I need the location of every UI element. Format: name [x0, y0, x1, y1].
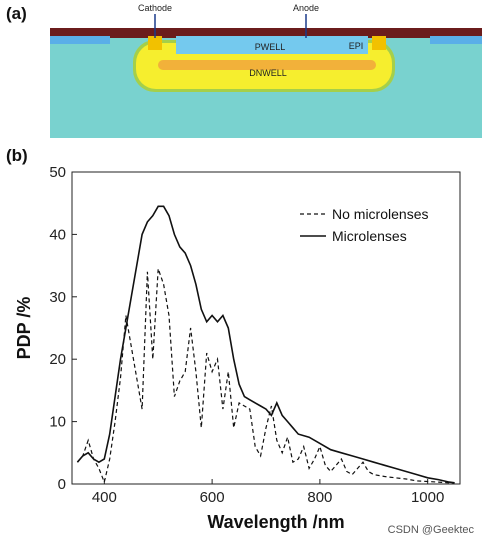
pwell-region: [176, 36, 368, 54]
dnwell-label: DNWELL: [249, 68, 287, 78]
x-tick-label: 1000: [411, 489, 444, 506]
dnwell-core: [158, 60, 376, 70]
y-tick-label: 30: [49, 289, 66, 306]
legend-box: [296, 200, 444, 248]
cathode-contact-left: [148, 36, 162, 50]
x-tick-label: 400: [92, 489, 117, 506]
cathode-label: Cathode: [138, 3, 172, 13]
series-line-2: [76, 205, 455, 484]
y-tick-label: 40: [49, 226, 66, 243]
y-tick-label: 0: [58, 476, 66, 493]
y-tick-label: 50: [49, 164, 66, 181]
series-layer: [76, 205, 455, 485]
watermark: CSDN @Geektec: [387, 524, 474, 536]
y-tick-label: 20: [49, 351, 66, 368]
plot-axes: 400 600 800 1000 0 10 20 30 40 50 Wavelength /nm PD…: [14, 164, 461, 532]
legend-label-2: Microlenses: [332, 228, 407, 244]
left-isolation: [50, 36, 110, 44]
legend: No microlenses Microlenses: [296, 200, 444, 248]
epi-label: EPI: [349, 41, 364, 51]
plot-frame: [71, 171, 461, 485]
right-isolation: [430, 36, 482, 44]
y-tick-label: 10: [49, 414, 66, 431]
anode-label: Anode: [293, 3, 319, 13]
panel-b-label: (b): [6, 146, 28, 165]
pwell-label: PWELL: [255, 42, 286, 52]
device-cross-section: Cathode Anode PWELL EPI DNWELL: [50, 3, 482, 138]
y-axis-label: PDP /%: [14, 297, 34, 360]
series-line-1: [76, 268, 455, 485]
panel-a-label: (a): [6, 4, 27, 23]
cathode-contact-right: [372, 36, 386, 50]
x-tick-label: 800: [307, 489, 332, 506]
legend-label-1: No microlenses: [332, 206, 428, 222]
x-axis-label: Wavelength /nm: [207, 512, 344, 532]
surface-layer: [50, 28, 482, 38]
x-tick-label: 600: [200, 489, 225, 506]
pdp-chart: 400 600 800 1000 0 10 20 30 40 50 Wavelength /nm PD…: [14, 164, 461, 532]
